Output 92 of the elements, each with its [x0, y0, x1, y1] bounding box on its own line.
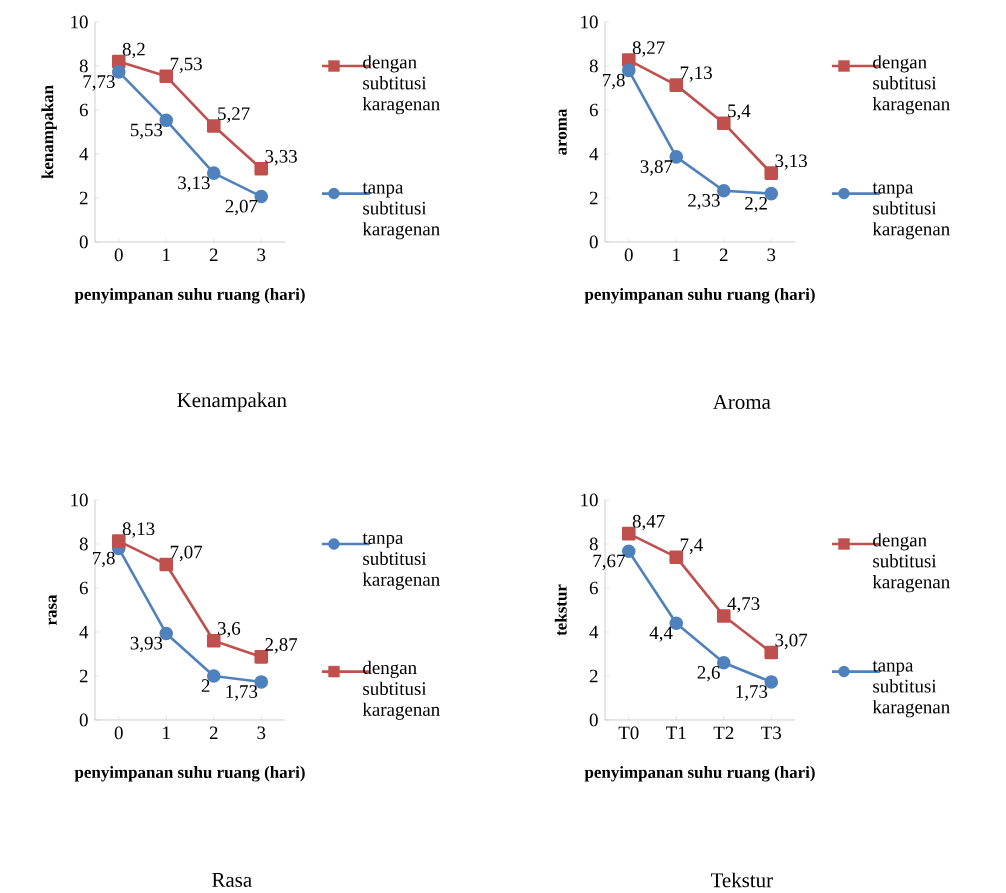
- legend-label: dengan subtitusi karagenan: [362, 660, 440, 720]
- legend-label: dengan subtitusi karagenan: [872, 533, 950, 593]
- x-tick-label: 1: [673, 248, 680, 261]
- x-tick-label: T1: [666, 726, 686, 739]
- data-label: 3,93: [130, 636, 163, 653]
- y-tick-label: 10: [71, 493, 88, 507]
- text: Tekstur: [710, 872, 773, 888]
- y-tick-label: 8: [589, 537, 598, 551]
- data-label: 7,07: [170, 545, 203, 562]
- x-tick-label: 1: [163, 248, 170, 261]
- x-tick-label: 2: [209, 248, 218, 262]
- x-axis-title: penyimpanan suhu ruang (hari): [74, 766, 305, 782]
- data-label: 7,53: [170, 57, 202, 74]
- data-label: 4,4: [649, 626, 673, 642]
- legend-label: dengan subtitusi karagenan: [872, 55, 950, 115]
- y-tick-label: 0: [79, 235, 88, 249]
- legend-label: tanpa subtitusi karagenan: [362, 182, 440, 240]
- y-tick-label: 6: [589, 103, 598, 117]
- data-label: 2: [201, 679, 210, 692]
- y-tick-label: 6: [79, 581, 88, 595]
- data-label: 7,8: [93, 551, 115, 568]
- x-tick-label: 3: [767, 248, 776, 262]
- data-label: 8,2: [122, 42, 145, 59]
- data-label: 5,4: [728, 104, 751, 120]
- x-tick-label: 1: [163, 726, 170, 739]
- x-tick-label: 0: [114, 248, 123, 262]
- data-label: 7,73: [83, 75, 115, 91]
- data-label: 7,8: [603, 73, 625, 90]
- x-tick-label: 0: [114, 726, 123, 740]
- y-tick-label: 6: [589, 581, 598, 595]
- data-label: 7,13: [680, 66, 712, 82]
- y-tick-label: 2: [79, 191, 88, 205]
- y-tick-label: 2: [79, 669, 88, 683]
- y-tick-label: 10: [581, 15, 598, 29]
- data-label: 3,13: [775, 154, 807, 170]
- y-tick-label: 4: [589, 147, 599, 161]
- y-axis-title: rasa: [48, 594, 57, 626]
- x-axis-title: penyimpanan suhu ruang (hari): [74, 288, 305, 304]
- data-label: 5,27: [218, 107, 250, 123]
- text: Aroma: [712, 394, 771, 409]
- legend-label: tanpa subtitusi karagenan: [872, 182, 950, 240]
- data-label: 3,07: [775, 633, 808, 650]
- data-label: 3,6: [217, 622, 241, 638]
- y-tick-label: 8: [589, 59, 598, 73]
- data-label: 4,73: [727, 597, 760, 613]
- y-axis-title: kenampakan: [41, 85, 57, 179]
- y-tick-label: 2: [589, 669, 598, 683]
- y-tick-label: 8: [79, 537, 88, 551]
- data-label: 8,47: [632, 514, 665, 531]
- y-tick-label: 4: [79, 147, 89, 161]
- x-axis-title: penyimpanan suhu ruang (hari): [584, 766, 815, 782]
- text: Kenampakan: [177, 392, 287, 412]
- legend-label: tanpa subtitusi karagenan: [872, 660, 950, 718]
- x-tick-label: 2: [209, 726, 218, 740]
- data-label: 2,6: [697, 666, 720, 682]
- y-tick-label: 6: [79, 103, 88, 117]
- y-tick-label: 8: [79, 59, 88, 73]
- y-tick-label: 4: [79, 625, 89, 639]
- x-axis-title: penyimpanan suhu ruang (hari): [584, 288, 815, 304]
- data-label: 3,33: [265, 149, 297, 166]
- x-tick-label: T0: [618, 726, 639, 740]
- data-label: 1,73: [226, 685, 258, 701]
- y-tick-label: 0: [589, 713, 598, 727]
- data-label: 7,4: [680, 538, 703, 554]
- x-tick-label: 3: [257, 248, 266, 262]
- x-tick-label: 0: [624, 248, 633, 262]
- data-label: 2,33: [688, 194, 720, 210]
- x-tick-label: T3: [761, 726, 782, 740]
- data-label: 8,27: [632, 41, 665, 57]
- y-tick-label: 10: [581, 493, 598, 507]
- data-label: 2,87: [265, 638, 298, 654]
- x-tick-label: T2: [713, 726, 734, 740]
- data-label: 1,73: [736, 685, 768, 701]
- data-label: 8,13: [122, 522, 155, 538]
- data-label: 3,87: [640, 160, 673, 176]
- y-tick-label: 0: [589, 235, 598, 249]
- data-label: 2,2: [745, 196, 767, 213]
- data-label: 5,53: [130, 123, 163, 140]
- data-label: 3,13: [178, 176, 210, 192]
- data-label: 7,67: [593, 554, 625, 570]
- x-tick-label: 3: [257, 726, 266, 740]
- data-label: 2,07: [225, 199, 258, 216]
- y-tick-label: 4: [589, 625, 599, 639]
- legend-label: tanpa subtitusi karagenan: [362, 533, 440, 590]
- y-tick-label: 0: [79, 713, 88, 727]
- text: Rasa: [212, 873, 252, 887]
- y-tick-label: 2: [589, 191, 598, 205]
- x-tick-label: 2: [719, 248, 728, 262]
- y-tick-label: 10: [71, 15, 88, 29]
- y-axis-title: tekstur: [554, 584, 567, 636]
- legend-label: dengan subtitusi karagenan: [362, 55, 440, 115]
- y-axis-title: aroma: [558, 108, 567, 155]
